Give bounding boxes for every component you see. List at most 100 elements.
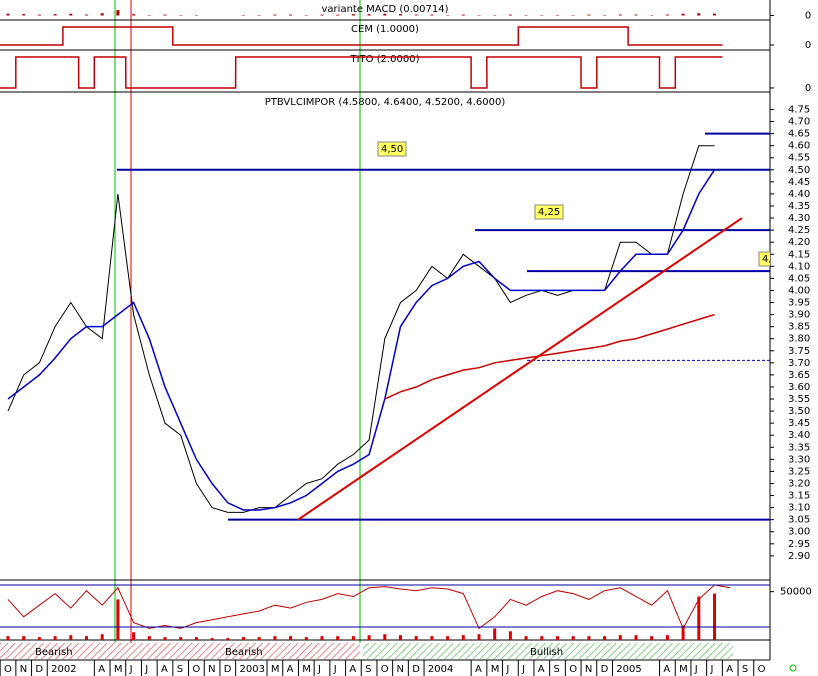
y-tick-label: 3.30 xyxy=(788,454,810,465)
panel-title: PTBVLCIMPOR (4.5800, 4.6400, 4.5200, 4.6… xyxy=(265,97,506,108)
bearish-band xyxy=(0,643,360,659)
bar xyxy=(383,634,387,640)
bar xyxy=(132,14,136,16)
y-tick-label: 4.05 xyxy=(788,273,810,284)
bar xyxy=(22,636,26,640)
bar xyxy=(634,14,638,16)
y-tick-label: 4.60 xyxy=(788,141,810,152)
bar xyxy=(336,636,340,640)
x-tick-label: J xyxy=(694,664,698,675)
y-tick-label: 4.45 xyxy=(788,177,810,188)
x-tick-label: S xyxy=(742,664,748,675)
x-tick-label: M xyxy=(271,664,280,675)
y-tick-label: 3.10 xyxy=(788,503,810,514)
step-line xyxy=(0,56,723,89)
y-tick-label: 4.50 xyxy=(788,165,810,176)
y-tick-label: 3.15 xyxy=(788,491,810,502)
panel-title: CEM (1.0000) xyxy=(351,24,419,35)
x-tick-label: A xyxy=(475,664,482,675)
x-tick-label: N xyxy=(397,664,404,675)
oscillator-line xyxy=(7,584,731,630)
level-label-box xyxy=(377,141,407,157)
y-tick-label: 2.95 xyxy=(788,539,810,550)
bar xyxy=(461,14,465,16)
x-tick-label: S xyxy=(177,664,183,675)
x-tick-label: J xyxy=(317,664,321,675)
x-tick-label: 2004 xyxy=(428,664,453,675)
x-tick-label: M xyxy=(679,664,688,675)
bar xyxy=(713,13,716,16)
y-tick-label: 4.65 xyxy=(788,129,810,140)
x-tick-label: O xyxy=(192,664,200,675)
bar xyxy=(85,14,88,16)
level-label: 4,50 xyxy=(381,144,403,155)
y-tick-label: 3.70 xyxy=(788,358,810,369)
y-tick-label: 3.45 xyxy=(788,418,810,429)
level-label: 4,1 xyxy=(762,254,778,265)
bar xyxy=(116,10,120,16)
bar xyxy=(22,14,26,16)
bar xyxy=(399,14,402,16)
bar xyxy=(257,637,261,640)
bar xyxy=(194,637,198,640)
bar xyxy=(665,14,669,16)
x-tick-label: J xyxy=(521,664,525,675)
bar xyxy=(147,636,151,640)
x-tick-label: O xyxy=(381,664,389,675)
bar xyxy=(53,636,57,640)
y-tick-label: 3.05 xyxy=(788,515,810,526)
x-tick-label: 2003 xyxy=(240,664,265,675)
bar xyxy=(603,636,607,640)
panel-title: TITO (2.0000) xyxy=(349,54,419,65)
bar xyxy=(85,636,88,640)
bar xyxy=(226,638,230,640)
x-tick-label: D xyxy=(601,664,609,675)
bar xyxy=(351,636,355,640)
bar xyxy=(461,635,465,640)
x-tick-label: J xyxy=(144,664,148,675)
bar xyxy=(37,14,41,16)
x-tick-label: M xyxy=(491,664,500,675)
x-tick-label: A xyxy=(663,664,670,675)
bar xyxy=(116,599,120,640)
bar xyxy=(273,636,277,640)
y-tick-label: 3.20 xyxy=(788,478,810,489)
x-tick-label: J xyxy=(710,664,714,675)
y-tick-label: 4.15 xyxy=(788,249,810,260)
bar xyxy=(508,631,512,640)
y-tick-label: 4.40 xyxy=(788,189,810,200)
panel-title: variante MACD (0.00714) xyxy=(322,4,449,15)
y-tick-label: 3.50 xyxy=(788,406,810,417)
x-tick-label: A xyxy=(98,664,105,675)
bar xyxy=(367,14,371,16)
x-tick-label: A xyxy=(726,664,733,675)
x-tick-label: M xyxy=(302,664,311,675)
bar xyxy=(618,14,622,16)
bar xyxy=(320,636,324,640)
level-label-box xyxy=(534,204,564,220)
y-tick-label: 4.10 xyxy=(788,261,810,272)
status-dot xyxy=(789,664,797,672)
y-tick-label: 3.75 xyxy=(788,346,810,357)
x-tick-label: A xyxy=(161,664,168,675)
x-tick-label: S xyxy=(554,664,560,675)
bar xyxy=(587,636,591,640)
y-tick-label: 3.25 xyxy=(788,466,810,477)
bar xyxy=(320,14,324,16)
y-tick-label: 4.35 xyxy=(788,201,810,212)
bar xyxy=(713,593,716,640)
bar xyxy=(69,13,73,16)
x-tick-label: D xyxy=(224,664,232,675)
x-tick-label: D xyxy=(412,664,420,675)
y-tick-label: 3.55 xyxy=(788,394,810,405)
bar xyxy=(383,13,387,16)
bar xyxy=(540,636,544,640)
bar xyxy=(681,625,685,640)
bar xyxy=(430,14,434,16)
y-tick-label: 4.30 xyxy=(788,213,810,224)
x-tick-label: D xyxy=(35,664,43,675)
y-tick-label: 4.75 xyxy=(788,104,810,115)
y-tick-label: 4.00 xyxy=(788,285,810,296)
y-tick-label: 3.40 xyxy=(788,430,810,441)
